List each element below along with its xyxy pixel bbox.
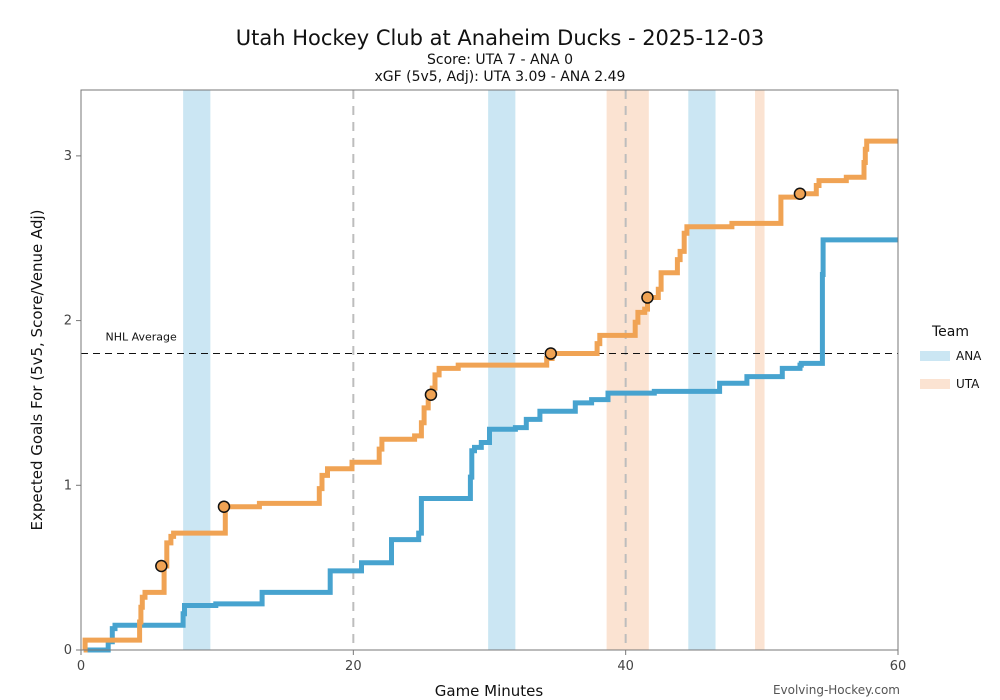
goal-marker-uta-4	[641, 291, 654, 304]
x-tick-label-0: 0	[77, 659, 85, 674]
y-axis-title: Expected Goals For (5v5, Score/Venue Adj…	[28, 210, 46, 531]
plot-frame	[80, 89, 899, 651]
legend: Team ANA UTA	[920, 324, 982, 391]
y-tick-label-2: 2	[64, 314, 72, 329]
legend-swatch-ana	[920, 351, 950, 361]
goal-marker-uta-5	[793, 187, 807, 201]
y-axis: 0 1 2 3	[64, 149, 81, 658]
x-tick-label-20: 20	[345, 659, 362, 674]
series-lines	[82, 138, 898, 653]
legend-swatch-uta	[920, 379, 950, 389]
nhl-average-reference: NHL Average	[81, 331, 898, 355]
penalty-band-ana-0	[183, 90, 211, 650]
xg-subtitle: xGF (5v5, Adj): UTA 3.09 - ANA 2.49	[374, 69, 626, 85]
y-tick-label-0: 0	[64, 643, 72, 658]
penalty-band-ana-2	[688, 90, 716, 650]
goal-marker-uta-1	[217, 500, 231, 513]
goal-markers	[155, 187, 807, 573]
source-credit: Evolving-Hockey.com	[773, 683, 900, 697]
title-block: Utah Hockey Club at Anaheim Ducks - 2025…	[0, 24, 1000, 86]
period-lines	[352, 90, 627, 650]
goal-marker-uta-3	[544, 347, 558, 360]
legend-label-ana: ANA	[956, 349, 982, 363]
nhl-average-label: NHL Average	[106, 331, 178, 344]
series-line-uta	[82, 138, 898, 653]
penalty-bands	[183, 90, 765, 650]
legend-label-uta: UTA	[956, 377, 980, 391]
chart-title: Utah Hockey Club at Anaheim Ducks - 2025…	[235, 26, 765, 50]
legend-title-label: Team	[931, 324, 969, 340]
goal-marker-uta-0	[155, 559, 168, 573]
score-subtitle: Score: UTA 7 - ANA 0	[427, 52, 573, 68]
x-tick-label-60: 60	[890, 659, 907, 674]
series-line-ana	[83, 237, 898, 653]
penalty-band-ana-1	[488, 90, 516, 650]
y-tick-label-1: 1	[64, 478, 72, 493]
goal-marker-uta-2	[424, 388, 438, 401]
x-tick-label-40: 40	[617, 659, 634, 674]
x-axis-title: Game Minutes	[435, 682, 544, 700]
y-tick-label-3: 3	[64, 149, 72, 164]
penalty-band-uta-4	[755, 90, 765, 650]
penalty-band-uta-3	[606, 90, 649, 650]
x-axis: 0 20 40 60	[77, 650, 906, 674]
plot-border	[80, 89, 899, 651]
